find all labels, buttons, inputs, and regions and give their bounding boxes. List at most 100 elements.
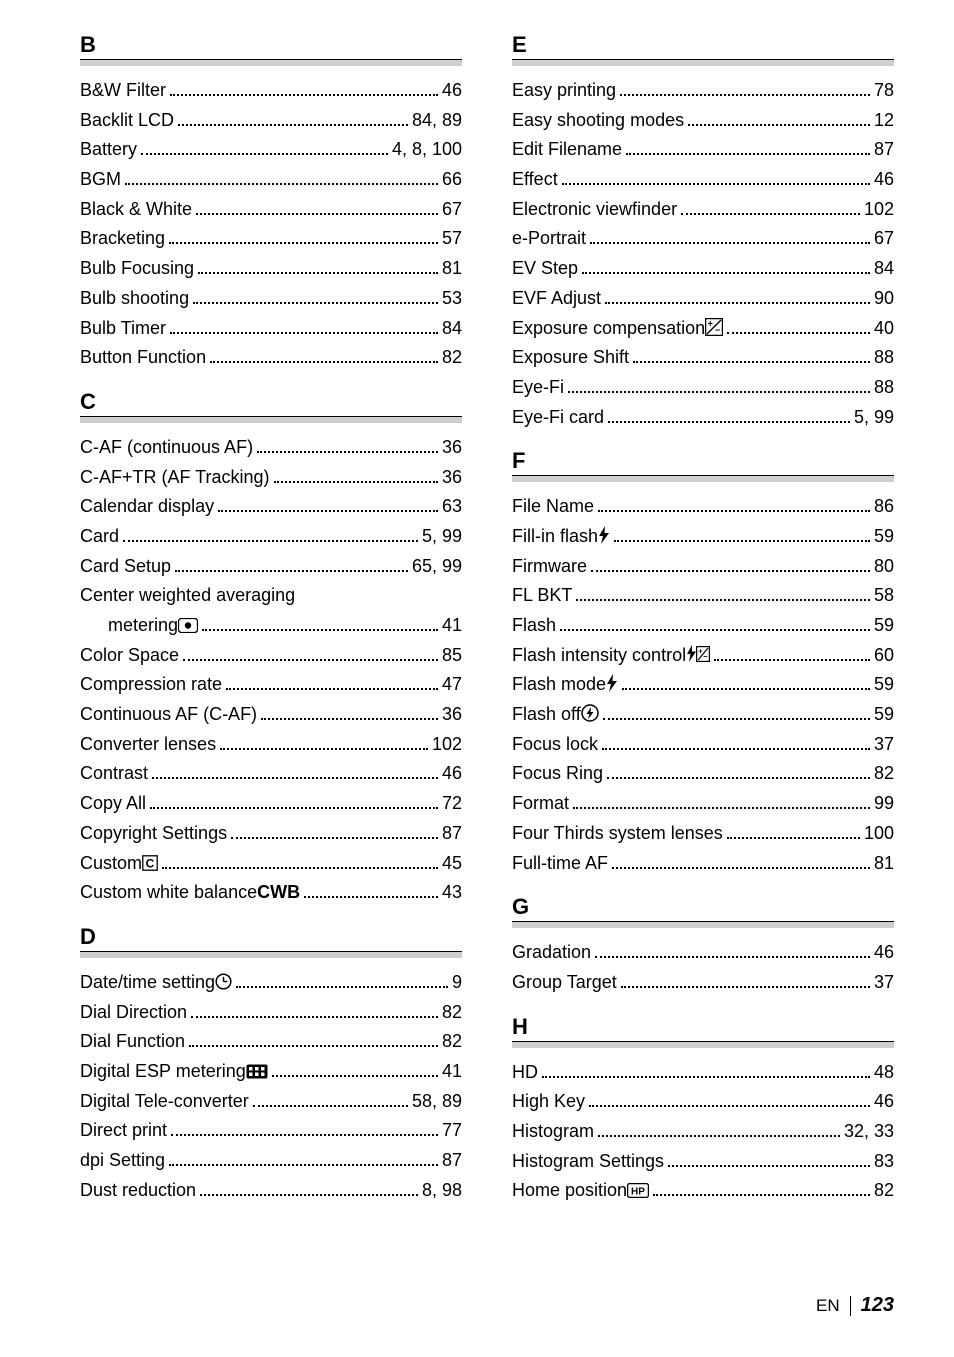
index-entry: Dust reduction8, 98 bbox=[80, 1176, 462, 1206]
entry-label: Easy printing bbox=[512, 76, 616, 106]
index-entry: Battery4, 8, 100 bbox=[80, 135, 462, 165]
entry-page: 72 bbox=[442, 789, 462, 819]
entry-label: Direct print bbox=[80, 1116, 167, 1146]
entry-page: 83 bbox=[874, 1147, 894, 1177]
index-entry: Bulb shooting 53 bbox=[80, 284, 462, 314]
entry-page: 46 bbox=[874, 165, 894, 195]
entry-label: Black & White bbox=[80, 195, 192, 225]
entry-page: 9 bbox=[452, 968, 462, 998]
index-entry: Card Setup65, 99 bbox=[80, 552, 462, 582]
dot-leader bbox=[568, 375, 870, 393]
entry-label: Bulb shooting bbox=[80, 284, 189, 314]
index-entry: Histogram Settings83 bbox=[512, 1147, 894, 1177]
index-entry: Edit Filename87 bbox=[512, 135, 894, 165]
index-entry: Converter lenses102 bbox=[80, 730, 462, 760]
flash-icon bbox=[598, 522, 610, 552]
entry-label: Backlit LCD bbox=[80, 106, 174, 136]
footer-page-number: 123 bbox=[861, 1294, 894, 1317]
entry-page: 67 bbox=[874, 224, 894, 254]
section-letter: G bbox=[512, 896, 894, 918]
entry-page: 12 bbox=[874, 106, 894, 136]
center-weighted-icon bbox=[178, 611, 198, 641]
entry-label: Custom C bbox=[80, 849, 158, 879]
entry-label: Eye-Fi bbox=[512, 373, 564, 403]
entry-label: Group Target bbox=[512, 968, 617, 998]
dot-leader bbox=[595, 940, 870, 958]
dot-leader bbox=[622, 672, 870, 690]
index-entry: Continuous AF (C-AF)36 bbox=[80, 700, 462, 730]
entry-label: Electronic viewfinder bbox=[512, 195, 677, 225]
entry-page: 59 bbox=[874, 522, 894, 552]
entry-page: 36 bbox=[442, 700, 462, 730]
index-entry: BGM 66 bbox=[80, 165, 462, 195]
section-rule bbox=[512, 475, 894, 482]
dot-leader bbox=[589, 1089, 870, 1107]
entry-label: Bracketing bbox=[80, 224, 165, 254]
entry-label: EVF Adjust bbox=[512, 284, 601, 314]
dot-leader bbox=[605, 286, 870, 304]
index-entry: Custom C45 bbox=[80, 849, 462, 879]
index-entry: Flash59 bbox=[512, 611, 894, 641]
flash-comp-icon: +− bbox=[686, 641, 710, 671]
section-rule bbox=[80, 951, 462, 958]
dot-leader bbox=[200, 1178, 418, 1196]
entry-page: 46 bbox=[874, 1087, 894, 1117]
index-entry: Dial Function82 bbox=[80, 1027, 462, 1057]
section-rule bbox=[512, 1041, 894, 1048]
entry-page: 43 bbox=[442, 878, 462, 908]
entry-page: 59 bbox=[874, 700, 894, 730]
index-entry: Exposure compensation +−40 bbox=[512, 314, 894, 344]
dot-leader bbox=[621, 970, 870, 988]
entry-label: Bulb Timer bbox=[80, 314, 166, 344]
clock-icon bbox=[215, 968, 232, 998]
index-entry: Custom white balance CWB43 bbox=[80, 878, 462, 908]
dot-leader bbox=[304, 880, 438, 898]
index-entry: Card5, 99 bbox=[80, 522, 462, 552]
index-entry: Digital Tele-converter58, 89 bbox=[80, 1087, 462, 1117]
entry-page: 88 bbox=[874, 373, 894, 403]
entry-label: Flash off bbox=[512, 700, 599, 730]
index-entry: Flash off 59 bbox=[512, 700, 894, 730]
entry-label: Fill-in flash bbox=[512, 522, 610, 552]
entry-label: metering bbox=[108, 611, 198, 641]
index-entry: Color Space85 bbox=[80, 641, 462, 671]
entry-label: BGM bbox=[80, 165, 121, 195]
entry-page: 53 bbox=[442, 284, 462, 314]
dot-leader bbox=[598, 494, 870, 512]
entry-page: 57 bbox=[442, 224, 462, 254]
dot-leader bbox=[193, 286, 438, 304]
dot-leader bbox=[196, 197, 438, 215]
entry-label: Converter lenses bbox=[80, 730, 216, 760]
dot-leader bbox=[562, 167, 870, 185]
section-letter: H bbox=[512, 1016, 894, 1038]
entry-label: Easy shooting modes bbox=[512, 106, 684, 136]
index-entry: Digital ESP metering 41 bbox=[80, 1057, 462, 1087]
entry-label: Digital ESP metering bbox=[80, 1057, 268, 1087]
index-entry: Date/time setting 9 bbox=[80, 968, 462, 998]
entry-page: 66 bbox=[442, 165, 462, 195]
index-entry: Four Thirds system lenses100 bbox=[512, 819, 894, 849]
hp-icon: HP bbox=[627, 1176, 649, 1206]
dot-leader bbox=[175, 553, 408, 571]
entry-label: Gradation bbox=[512, 938, 591, 968]
entry-label: Exposure compensation +− bbox=[512, 314, 723, 344]
index-entry: Bracketing 57 bbox=[80, 224, 462, 254]
entry-label: Date/time setting bbox=[80, 968, 232, 998]
entry-page: 32, 33 bbox=[844, 1117, 894, 1147]
page-footer: EN 123 bbox=[816, 1294, 894, 1317]
entry-page: 90 bbox=[874, 284, 894, 314]
dot-leader bbox=[590, 226, 870, 244]
entry-page: 46 bbox=[442, 76, 462, 106]
entry-page: 81 bbox=[442, 254, 462, 284]
entry-page: 4, 8, 100 bbox=[392, 135, 462, 165]
svg-text:C: C bbox=[146, 856, 155, 870]
entry-label: C-AF+TR (AF Tracking) bbox=[80, 463, 270, 493]
dot-leader bbox=[150, 791, 438, 809]
section-letter: C bbox=[80, 391, 462, 413]
entry-label: Exposure Shift bbox=[512, 343, 629, 373]
dot-leader bbox=[169, 226, 438, 244]
index-entry: EVF Adjust 90 bbox=[512, 284, 894, 314]
entry-page: 48 bbox=[874, 1058, 894, 1088]
index-entry: Easy shooting modes 12 bbox=[512, 106, 894, 136]
index-entry: dpi Setting87 bbox=[80, 1146, 462, 1176]
